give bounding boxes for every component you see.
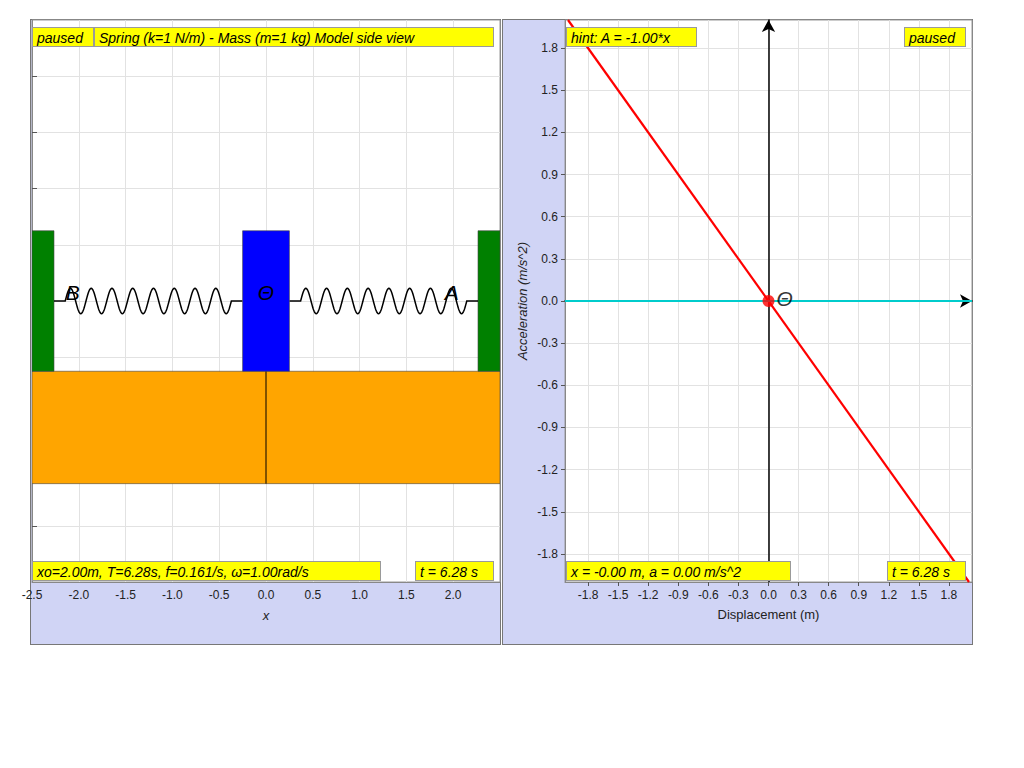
svg-text:1.2: 1.2: [541, 125, 558, 139]
svg-text:x: x: [262, 608, 270, 623]
svg-text:0.0: 0.0: [258, 588, 275, 602]
svg-text:1.8: 1.8: [941, 588, 958, 602]
svg-text:-1.0: -1.0: [162, 588, 183, 602]
svg-text:-0.3: -0.3: [537, 336, 558, 350]
svg-text:Θ: Θ: [258, 281, 274, 304]
svg-text:-1.2: -1.2: [638, 588, 659, 602]
svg-text:A: A: [443, 281, 459, 304]
svg-text:1.5: 1.5: [911, 588, 928, 602]
svg-text:1.2: 1.2: [880, 588, 897, 602]
svg-text:-0.6: -0.6: [537, 378, 558, 392]
svg-text:0.0: 0.0: [760, 588, 777, 602]
svg-text:0.5: 0.5: [304, 588, 321, 602]
svg-text:-1.5: -1.5: [608, 588, 629, 602]
svg-text:0.6: 0.6: [541, 210, 558, 224]
svg-text:1.8: 1.8: [541, 41, 558, 55]
svg-text:0.0: 0.0: [541, 294, 558, 308]
svg-text:-1.8: -1.8: [578, 588, 599, 602]
svg-text:Acceleration (m/s^2): Acceleration (m/s^2): [515, 242, 530, 361]
svg-text:0.9: 0.9: [850, 588, 867, 602]
svg-text:2.0: 2.0: [445, 588, 462, 602]
svg-text:-1.5: -1.5: [537, 505, 558, 519]
svg-text:-2.5: -2.5: [22, 588, 43, 602]
svg-text:B: B: [66, 281, 80, 304]
svg-text:-1.5: -1.5: [115, 588, 136, 602]
svg-text:-0.9: -0.9: [537, 420, 558, 434]
svg-text:Displacement (m): Displacement (m): [718, 607, 820, 622]
svg-text:-2.0: -2.0: [68, 588, 89, 602]
html-text:hint: A = -1.00*x: hint: A = -1.00*x: [571, 30, 670, 46]
html-text:t = 6.28 s: t = 6.28 s: [420, 564, 478, 580]
html-text:Spring (k=1 N/m) - Mass (m=1 k: Spring (k=1 N/m) - Mass (m=1 kg) Model s…: [99, 30, 415, 46]
svg-text:-0.9: -0.9: [668, 588, 689, 602]
svg-text:0.6: 0.6: [820, 588, 837, 602]
svg-text:-1.2: -1.2: [537, 463, 558, 477]
svg-text:1.0: 1.0: [351, 588, 368, 602]
svg-text:0.3: 0.3: [790, 588, 807, 602]
html-text:x = -0.00 m, a = 0.00 m/s^2: x = -0.00 m, a = 0.00 m/s^2: [571, 564, 741, 580]
svg-text:1.5: 1.5: [398, 588, 415, 602]
svg-text:-0.5: -0.5: [209, 588, 230, 602]
svg-text:1.5: 1.5: [541, 83, 558, 97]
svg-text:0.9: 0.9: [541, 168, 558, 182]
html-text:paused: paused: [909, 30, 955, 46]
svg-text:-0.6: -0.6: [698, 588, 719, 602]
svg-text:0.3: 0.3: [541, 252, 558, 266]
svg-text:-0.3: -0.3: [728, 588, 749, 602]
svg-text:Θ: Θ: [777, 287, 793, 310]
html-text:xo=2.00m, T=6.28s, f=0.161/s,: xo=2.00m, T=6.28s, f=0.161/s, ω=1.00rad/…: [37, 564, 309, 580]
html-text:paused: paused: [37, 30, 83, 46]
html-text:t = 6.28 s: t = 6.28 s: [892, 564, 950, 580]
svg-text:-1.8: -1.8: [537, 547, 558, 561]
